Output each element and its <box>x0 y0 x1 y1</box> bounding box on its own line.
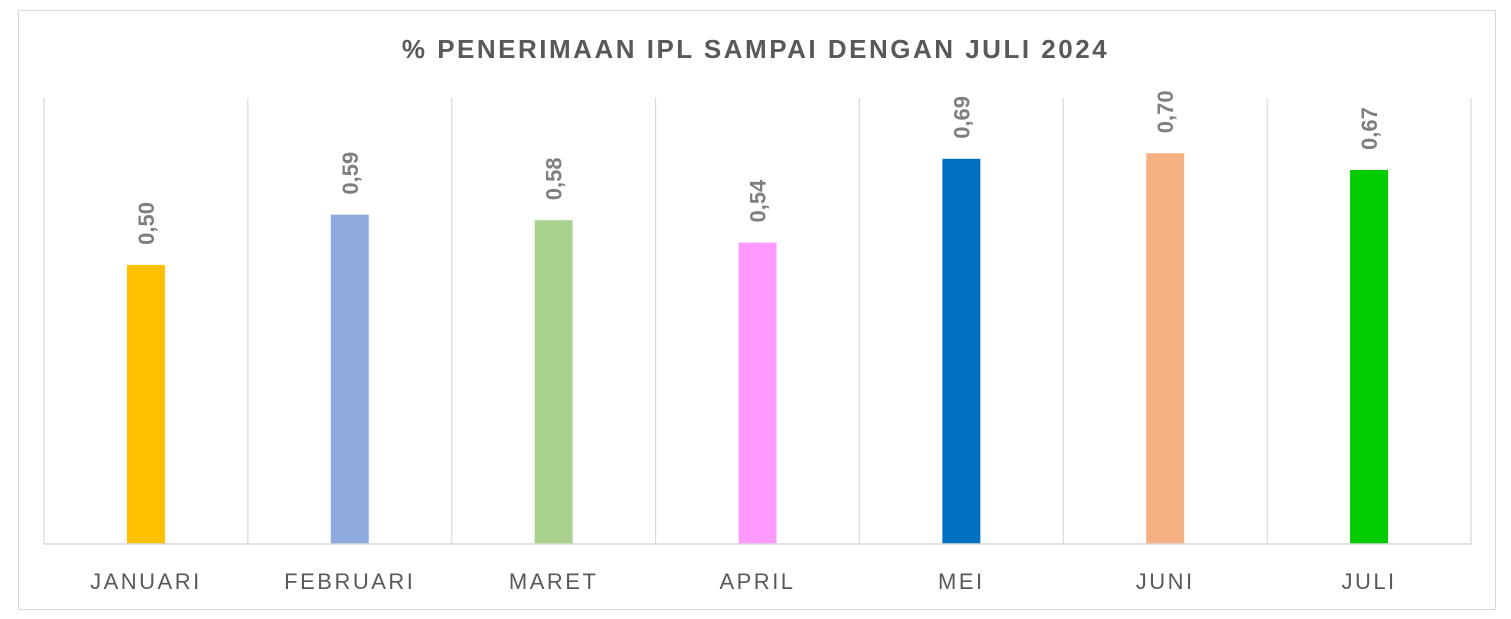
data-label: 0,70 <box>1153 90 1178 133</box>
category-label: MEI <box>938 569 985 594</box>
bar <box>534 220 573 545</box>
data-label: 0,67 <box>1357 107 1382 150</box>
bar <box>738 242 777 544</box>
data-label: 0,50 <box>134 202 159 245</box>
data-label: 0,54 <box>746 179 771 223</box>
bar <box>1350 169 1389 544</box>
bar <box>942 158 981 544</box>
data-label: 0,69 <box>949 96 974 139</box>
category-label: MARET <box>509 569 599 594</box>
category-label: APRIL <box>719 569 795 594</box>
bar <box>1146 153 1185 545</box>
bar <box>330 214 369 544</box>
category-label: JUNI <box>1136 569 1195 594</box>
category-label: JULI <box>1341 569 1396 594</box>
bar <box>126 264 165 544</box>
data-label: 0,59 <box>338 152 363 195</box>
chart-title: % PENERIMAAN IPL SAMPAI DENGAN JULI 2024 <box>401 34 1110 64</box>
data-label: 0,58 <box>542 157 567 200</box>
category-label: FEBRUARI <box>284 569 415 594</box>
category-label: JANUARI <box>90 569 202 594</box>
